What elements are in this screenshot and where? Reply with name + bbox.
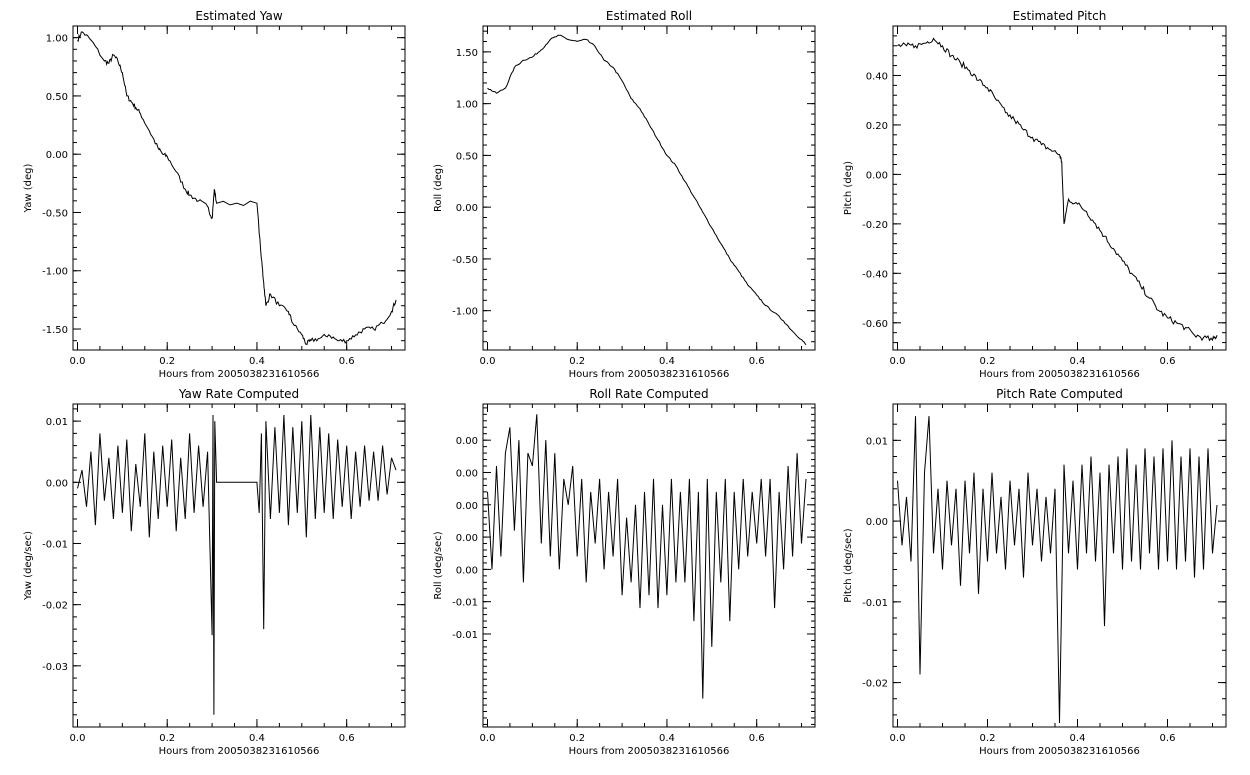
y-tick-label: -1.00 (452, 307, 478, 318)
x-tick-label: 0.6 (339, 733, 355, 744)
x-tick-label: 0.6 (749, 356, 765, 367)
y-axis-label: Pitch (deg/sec) (843, 528, 854, 603)
y-axis-label: Yaw (deg/sec) (23, 531, 34, 601)
y-tick-label: 0.50 (46, 92, 68, 103)
series-line (487, 34, 807, 346)
x-tick-label: 0.4 (249, 356, 265, 367)
y-tick-label: -1.50 (42, 325, 68, 336)
chart-title: Estimated Yaw (195, 9, 282, 23)
y-tick-label: -1.00 (42, 267, 68, 278)
x-tick-label: 0.4 (1070, 356, 1086, 367)
y-axis-label: Yaw (deg) (23, 163, 34, 213)
y-axis-label: Roll (deg) (433, 164, 444, 212)
chart-title: Roll Rate Computed (589, 387, 708, 401)
panel-4: Yaw Rate Computed Hours from 200503823161… (23, 387, 406, 757)
x-tick-label: 0.2 (159, 356, 175, 367)
x-tick-label: 0.2 (980, 356, 996, 367)
x-tick-label: 0.4 (659, 356, 675, 367)
x-tick-label: 0.0 (480, 356, 496, 367)
series-line (77, 31, 397, 346)
y-tick-label: -0.60 (862, 319, 888, 330)
plot-frame (892, 403, 1227, 728)
x-tick-label: 0.0 (890, 356, 906, 367)
y-tick-label: -0.01 (42, 539, 68, 550)
plot-frame (482, 403, 816, 728)
x-tick-label: 0.4 (659, 733, 675, 744)
y-tick-label: -0.20 (862, 220, 888, 231)
panel-2: Estimated Roll Hours from 20050382316105​… (433, 9, 816, 380)
y-tick-label: 0.20 (866, 121, 888, 132)
y-tick-label: -0.01 (452, 598, 478, 609)
chart-title: Estimated Pitch (1013, 9, 1107, 23)
y-tick-label: -0.50 (42, 208, 68, 219)
y-tick-label: -0.02 (42, 601, 68, 612)
y-tick-label: 0.00 (456, 468, 478, 479)
y-tick-label: 0.00 (456, 501, 478, 512)
chart-title: Estimated Roll (606, 9, 692, 23)
x-tick-label: 0.2 (569, 733, 585, 744)
series-line (487, 414, 807, 699)
plot-frame (72, 25, 406, 351)
y-tick-label: 1.00 (456, 100, 478, 111)
y-tick-label: 0.00 (456, 565, 478, 576)
chart-title: Pitch Rate Computed (996, 387, 1123, 401)
x-tick-label: 0.6 (1160, 356, 1176, 367)
x-tick-label: 0.6 (1160, 733, 1176, 744)
x-tick-label: 0.0 (70, 733, 86, 744)
y-tick-label: 0.00 (866, 170, 888, 181)
y-tick-label: 0.00 (866, 517, 888, 528)
panel-1: Estimated Yaw Hours from 20050382316105​6… (23, 9, 406, 380)
y-tick-label: 0.50 (456, 151, 478, 162)
plot-frame (482, 25, 816, 351)
y-tick-label: 0.01 (46, 417, 68, 428)
y-tick-label: -0.01 (452, 630, 478, 641)
x-tick-label: 0.0 (480, 733, 496, 744)
x-tick-label: 0.4 (1070, 733, 1086, 744)
x-tick-label: 0.2 (569, 356, 585, 367)
x-axis-label: Hours from 20050382316105​66 (159, 369, 320, 380)
plot-frame (892, 25, 1227, 351)
y-tick-label: 0.01 (866, 436, 888, 447)
x-tick-label: 0.6 (339, 356, 355, 367)
plot-frame (72, 403, 406, 728)
x-tick-label: 0.0 (890, 733, 906, 744)
y-tick-label: 0.00 (456, 436, 478, 447)
panel-6: Pitch Rate Computed Hours from 2005038231… (843, 387, 1227, 757)
series-line (77, 414, 397, 715)
chart-title: Yaw Rate Computed (178, 387, 299, 401)
y-tick-label: 1.50 (456, 48, 478, 59)
x-tick-label: 0.0 (70, 356, 86, 367)
y-tick-label: -0.01 (862, 598, 888, 609)
y-tick-label: 0.00 (456, 533, 478, 544)
y-tick-label: 0.00 (46, 478, 68, 489)
y-tick-label: -0.03 (42, 662, 68, 673)
panel-3: Estimated Pitch Hours from 20050382316105… (843, 9, 1227, 380)
y-tick-label: 0.00 (456, 203, 478, 214)
x-tick-label: 0.2 (980, 733, 996, 744)
x-axis-label: Hours from 20050382316105​66 (569, 369, 730, 380)
series-line (897, 416, 1218, 724)
y-axis-label: Pitch (deg) (843, 161, 854, 215)
x-tick-label: 0.6 (749, 733, 765, 744)
x-axis-label: Hours from 20050382316105​66 (159, 746, 320, 757)
x-tick-label: 0.4 (249, 733, 265, 744)
x-tick-label: 0.2 (159, 733, 175, 744)
x-axis-label: Hours from 20050382316105​66 (569, 746, 730, 757)
series-line (897, 37, 1218, 342)
x-axis-label: Hours from 20050382316105​66 (979, 369, 1140, 380)
x-axis-label: Hours from 20050382316105​66 (979, 746, 1140, 757)
y-tick-label: 0.00 (46, 150, 68, 161)
y-tick-label: -0.40 (862, 269, 888, 280)
y-tick-label: 1.00 (46, 34, 68, 45)
y-tick-label: -0.02 (862, 679, 888, 690)
y-tick-label: 0.40 (866, 71, 888, 82)
panel-5: Roll Rate Computed Hours from 20050382316… (433, 387, 816, 757)
y-tick-label: -0.50 (452, 255, 478, 266)
y-axis-label: Roll (deg/sec) (433, 531, 444, 599)
